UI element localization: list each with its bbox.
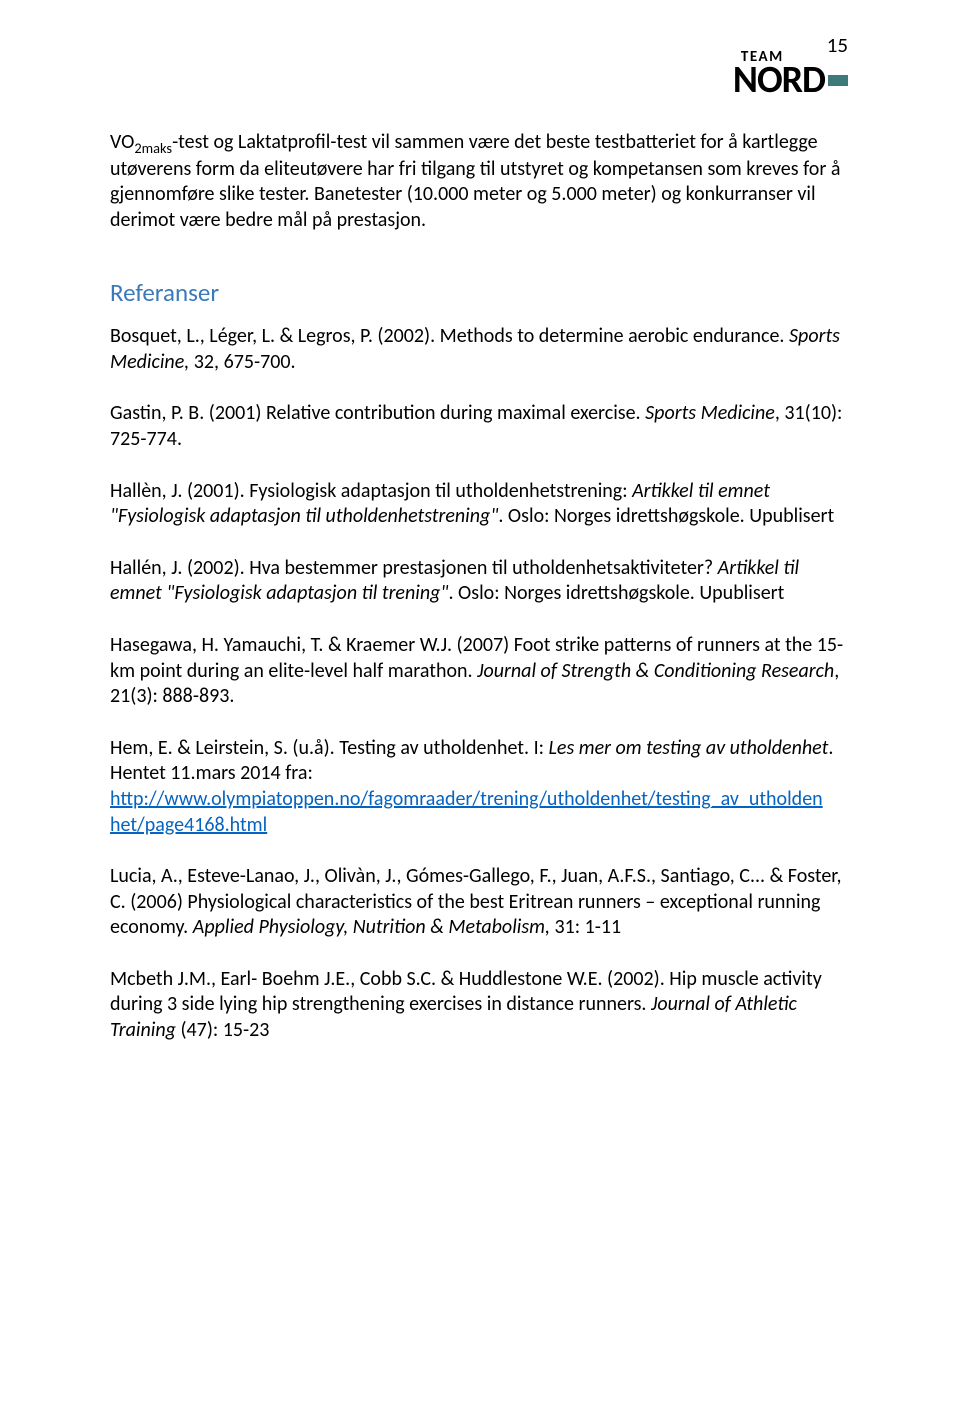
- ref-tail: 31: 1-11: [555, 915, 622, 939]
- ref-text: Hallén, J. (2002). Hva bestemmer prestas…: [110, 556, 718, 580]
- intro-paragraph: VO2maks-test og Laktatprofil-test vil sa…: [110, 130, 850, 233]
- ref-lucia: Lucia, A., Esteve-Lanao, J., Olivàn, J.,…: [110, 864, 850, 941]
- intro-sub: 2maks: [134, 139, 172, 157]
- ref-italic: Les mer om testing av utholdenhet: [548, 736, 828, 760]
- ref-hasegawa: Hasegawa, H. Yamauchi, T. & Kraemer W.J.…: [110, 633, 850, 710]
- ref-text: Hem, E. & Leirstein, S. (u.å). Testing a…: [110, 736, 548, 760]
- ref-text: Gastin, P. B. (2001) Relative contributi…: [110, 401, 645, 425]
- intro-rest: -test og Laktatprofil-test vil sammen væ…: [110, 130, 840, 232]
- intro-pre: VO: [110, 130, 134, 154]
- ref-text: Bosquet, L., Léger, L. & Legros, P. (200…: [110, 324, 789, 348]
- logo-line2: NORD: [733, 61, 825, 99]
- ref-hallen-2001: Hallèn, J. (2001). Fysiologisk adaptasjo…: [110, 479, 850, 530]
- ref-tail: . Oslo: Norges idrettshøgskole. Upublise…: [448, 581, 784, 605]
- logo-bar-icon: [828, 75, 848, 86]
- ref-tail: 32, 675-700.: [194, 350, 296, 374]
- ref-italic: Applied Physiology, Nutrition & Metaboli…: [193, 915, 555, 939]
- ref-bosquet: Bosquet, L., Léger, L. & Legros, P. (200…: [110, 324, 850, 375]
- ref-link-line1[interactable]: http://www.olympiatoppen.no/fagomraader/…: [110, 787, 823, 811]
- ref-gastin: Gastin, P. B. (2001) Relative contributi…: [110, 401, 850, 452]
- page-content: VO2maks-test og Laktatprofil-test vil sa…: [110, 130, 850, 1044]
- ref-hem: Hem, E. & Leirstein, S. (u.å). Testing a…: [110, 736, 850, 838]
- references-heading: Referanser: [110, 277, 850, 309]
- ref-text: Hallèn, J. (2001). Fysiologisk adaptasjo…: [110, 479, 632, 503]
- ref-tail: . Oslo: Norges idrettshøgskole. Upublise…: [498, 504, 834, 528]
- ref-italic: Sports Medicine: [645, 401, 775, 425]
- ref-italic: Journal of Strength & Conditioning Resea…: [477, 659, 834, 683]
- ref-link-line2[interactable]: het/page4168.html: [110, 813, 267, 837]
- team-nord-logo: TEAM NORD: [733, 50, 848, 99]
- ref-mcbeth: Mcbeth J.M., Earl- Boehm J.E., Cobb S.C.…: [110, 967, 850, 1044]
- ref-hallen-2002: Hallén, J. (2002). Hva bestemmer prestas…: [110, 556, 850, 607]
- ref-tail: (47): 15-23: [180, 1018, 269, 1042]
